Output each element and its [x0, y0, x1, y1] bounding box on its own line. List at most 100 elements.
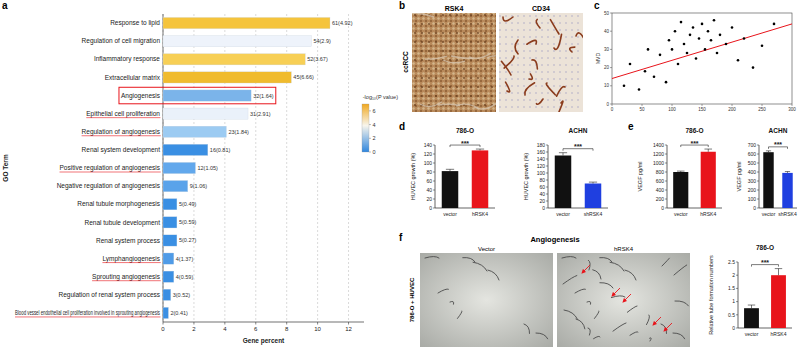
x-axis — [163, 322, 364, 323]
tick-label: 8 — [285, 326, 289, 332]
category-label: vector — [745, 331, 759, 337]
y-axis — [667, 145, 668, 208]
error-bar — [748, 305, 755, 308]
bar — [163, 72, 291, 83]
microscopy-image — [557, 253, 690, 347]
error-bar — [589, 182, 597, 183]
ihc-image — [499, 13, 583, 112]
x-axis-title: Gene percent — [243, 337, 285, 345]
tube — [594, 311, 599, 318]
y-axis-title: GO Term — [2, 154, 9, 182]
tube — [662, 258, 669, 266]
arrow — [664, 323, 672, 331]
tick-label: 0.5 — [728, 312, 735, 318]
tube — [588, 328, 590, 335]
tick-label: 2.5 — [728, 259, 735, 265]
image-bg — [499, 13, 583, 112]
bar — [163, 54, 305, 65]
panel-label: a — [2, 0, 8, 11]
underline — [92, 280, 161, 281]
tube — [576, 319, 585, 329]
significance: *** — [761, 259, 769, 266]
bar — [163, 144, 208, 155]
ihc-image — [412, 13, 496, 112]
tick-label: 1 — [732, 298, 735, 304]
tube — [575, 289, 585, 293]
tick-mark — [546, 180, 548, 181]
error-cap — [766, 150, 771, 151]
tick-label: 500 — [748, 160, 757, 166]
tick-mark — [433, 199, 435, 200]
point — [629, 63, 632, 66]
image-title: RSK4 — [445, 5, 464, 12]
bar-annotation: 3(0.52) — [173, 292, 191, 298]
point — [725, 43, 728, 46]
bar — [701, 152, 716, 208]
tube — [425, 257, 439, 259]
category-label: Regulation of angiogenesis — [82, 128, 161, 136]
tube — [524, 324, 530, 333]
bar-annotation: 23(1.84) — [228, 129, 249, 135]
error-cap — [446, 169, 454, 170]
points — [612, 19, 792, 91]
tube — [610, 262, 624, 271]
point — [638, 88, 641, 91]
point — [710, 39, 713, 42]
point — [668, 39, 671, 42]
arrow — [612, 288, 620, 296]
chart-title: 786-O — [685, 127, 703, 134]
error-bar — [677, 171, 685, 173]
tick-label: 100 — [748, 196, 757, 202]
error-bar — [775, 269, 782, 276]
bar-annotation: 5(0.59) — [179, 219, 197, 225]
vessel — [536, 99, 543, 104]
image-texture — [412, 13, 496, 112]
tick-label: 700 — [748, 142, 757, 148]
point — [719, 34, 722, 37]
tube — [600, 283, 613, 288]
tick-mark — [665, 154, 667, 155]
tick-mark — [546, 166, 548, 167]
tick-label: 10 — [604, 83, 610, 88]
bar — [163, 199, 177, 210]
panel-label: c — [594, 0, 600, 11]
point — [752, 66, 755, 69]
tick-label: 200 — [748, 187, 757, 193]
category-label: shRSK4 — [778, 211, 797, 217]
tick-label: 150 — [698, 107, 706, 112]
vessel — [570, 47, 575, 52]
y-axis-title: MVD — [595, 53, 601, 65]
bar — [163, 90, 251, 101]
bar-annotation: 32(1.64) — [253, 93, 274, 99]
y-axis — [548, 145, 549, 208]
bar — [782, 173, 792, 208]
category-label: Negative regulation of angiogenesis — [57, 182, 161, 190]
colorbar — [362, 104, 369, 152]
category-label: vector — [443, 211, 457, 217]
tick-mark — [736, 314, 738, 315]
colorbar-label: 4 — [373, 122, 376, 128]
tube — [675, 301, 688, 306]
tick-mark — [642, 104, 643, 106]
bars — [555, 153, 602, 208]
error-cap — [559, 152, 567, 153]
tissue-streak — [438, 104, 460, 105]
tick-mark — [255, 322, 256, 325]
colorbar-tick — [369, 138, 371, 139]
tick-mark — [433, 190, 435, 191]
tick-mark — [610, 49, 612, 50]
plot-frame — [612, 13, 792, 104]
colorbar-label: 0 — [373, 149, 376, 155]
significance: *** — [690, 140, 698, 147]
tube — [562, 257, 576, 259]
point — [647, 48, 650, 51]
tick-label: 60 — [426, 178, 432, 184]
point — [683, 43, 686, 46]
point — [695, 57, 698, 60]
category-label: Response to lipid — [110, 19, 160, 27]
underline — [102, 262, 160, 263]
panel-label: e — [628, 121, 634, 132]
tick-label: 300 — [788, 107, 796, 112]
error-bar — [785, 172, 790, 173]
tube — [630, 332, 638, 336]
